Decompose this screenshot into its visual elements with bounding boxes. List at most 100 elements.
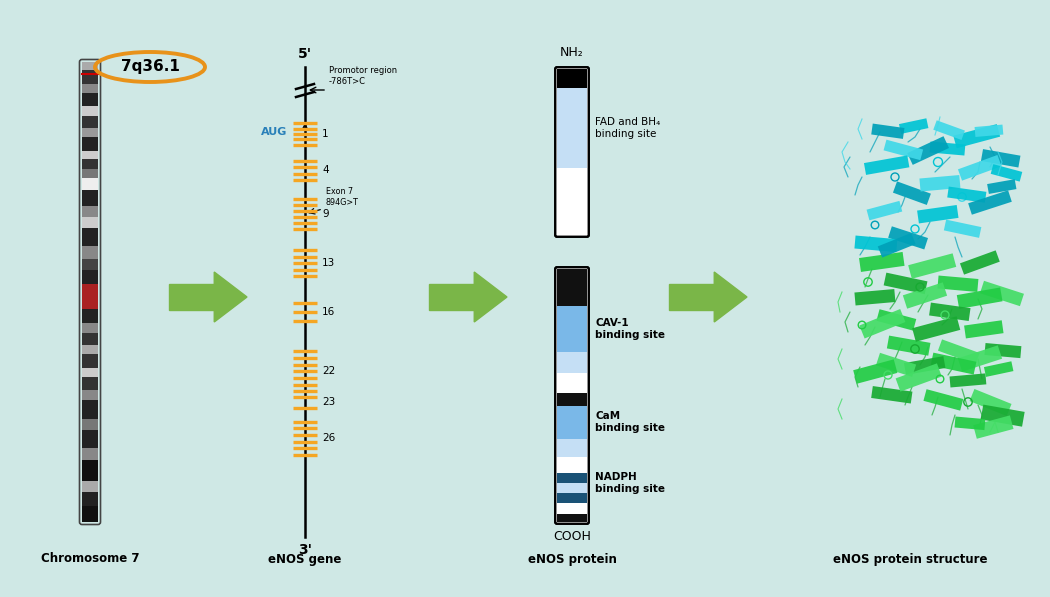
Bar [82,368,98,377]
Text: CaM
binding site: CaM binding site [595,411,665,433]
Polygon shape [908,253,957,279]
Text: NADPH
binding site: NADPH binding site [595,472,665,494]
Text: 26: 26 [322,433,335,444]
Polygon shape [938,339,980,364]
Text: Promotor region
-786T>C: Promotor region -786T>C [329,66,397,86]
Polygon shape [985,343,1022,358]
Polygon shape [964,320,1004,338]
Polygon shape [872,386,912,404]
Bar [82,390,98,400]
Polygon shape [944,220,982,238]
Bar [82,84,98,93]
Polygon shape [968,190,1012,215]
Text: FAD and BH₄
binding site: FAD and BH₄ binding site [595,117,660,139]
Polygon shape [987,179,1016,194]
Polygon shape [903,282,947,309]
FancyBboxPatch shape [555,67,589,237]
Polygon shape [933,121,965,140]
Polygon shape [929,141,965,156]
Bar [82,106,98,116]
Text: NH₂: NH₂ [560,46,584,59]
Polygon shape [981,405,1025,427]
Polygon shape [920,175,961,192]
Polygon shape [949,373,986,387]
Bar [82,345,98,354]
Bar [82,270,98,284]
Bar [82,377,98,390]
Polygon shape [855,236,898,252]
Polygon shape [954,417,985,430]
Polygon shape [904,356,945,375]
Polygon shape [866,201,902,220]
Bar [82,246,98,259]
Bar [82,169,98,179]
Polygon shape [859,309,905,338]
Bar [556,473,587,483]
Bar [82,448,98,460]
Polygon shape [475,272,507,322]
Bar [82,506,98,522]
Polygon shape [877,309,917,331]
Text: 4: 4 [322,165,329,176]
Bar [82,492,98,506]
Bar [556,88,587,168]
Bar [82,206,98,217]
Polygon shape [887,336,930,356]
Polygon shape [859,252,904,272]
Text: Exon 7
894G>T: Exon 7 894G>T [326,187,359,207]
Polygon shape [884,273,927,294]
Polygon shape [899,118,928,134]
Bar [82,116,98,128]
Polygon shape [923,389,963,411]
Bar [556,352,587,373]
Bar [82,159,98,169]
FancyBboxPatch shape [555,267,589,524]
Bar [556,457,587,473]
Bar [82,217,98,227]
Text: eNOS protein: eNOS protein [527,552,616,565]
Bar [82,190,98,206]
Bar [556,503,587,515]
Bar [669,284,714,310]
Text: eNOS protein structure: eNOS protein structure [833,552,987,565]
Polygon shape [957,288,1003,309]
Polygon shape [958,155,1002,181]
Polygon shape [958,345,1002,372]
Text: Chromosome 7: Chromosome 7 [41,552,140,565]
Bar [82,324,98,333]
Text: 13: 13 [322,259,335,268]
Polygon shape [960,250,1000,275]
Polygon shape [864,155,909,175]
Text: 7q36.1: 7q36.1 [121,60,180,75]
Bar [82,128,98,137]
Bar [82,460,98,481]
Bar [556,483,587,493]
Text: eNOS gene: eNOS gene [269,552,341,565]
Text: 22: 22 [322,367,335,376]
Polygon shape [855,289,896,306]
Text: COOH: COOH [553,530,591,543]
Polygon shape [892,181,931,205]
Polygon shape [876,353,917,377]
Bar [82,93,98,106]
Bar [82,333,98,345]
Bar [82,481,98,492]
Polygon shape [896,364,942,392]
Polygon shape [912,316,961,341]
Text: 5': 5' [298,47,312,61]
Bar [556,439,587,457]
Polygon shape [947,186,986,203]
Bar [82,259,98,270]
Polygon shape [917,205,959,223]
Bar [82,430,98,448]
Polygon shape [953,124,1001,148]
Bar [82,284,98,309]
Polygon shape [929,303,970,321]
Bar [169,284,214,310]
Polygon shape [981,149,1021,168]
Bar [82,227,98,246]
Polygon shape [878,233,916,257]
Bar [82,151,98,159]
Polygon shape [938,276,979,292]
Text: 1: 1 [322,129,329,139]
